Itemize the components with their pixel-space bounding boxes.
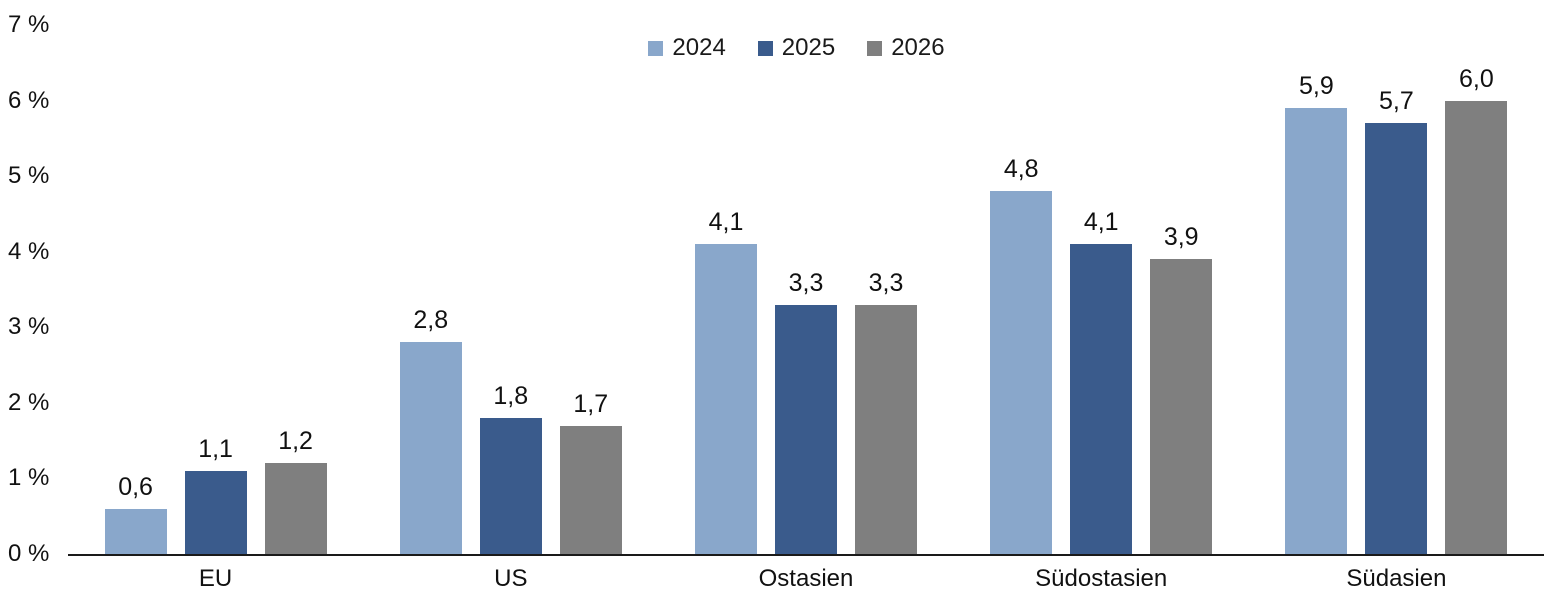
bar-column-2025-us: 1,8	[479, 382, 542, 554]
y-axis-tick-label: 6 %	[8, 86, 50, 114]
bar-group-ostasien: 4,1 3,3 3,3 Ostasien	[658, 25, 953, 591]
bar-column-2026-us: 1,7	[559, 390, 622, 554]
bar-2026-us	[559, 426, 622, 554]
x-axis-category-label: US	[494, 565, 528, 592]
chart-legend: 2024 2025 2026	[18, 36, 1557, 60]
bar-2026-ostasien	[855, 305, 917, 554]
y-axis-tick-label: 5 %	[8, 162, 50, 190]
bar-value-label: 3,3	[788, 269, 824, 297]
legend-label: 2025	[781, 34, 836, 61]
x-axis-category-label: EU	[198, 565, 233, 592]
y-axis-tick-label: 1 %	[8, 464, 50, 492]
bar-column-2026-s-dostasien: 3,9	[1150, 223, 1213, 554]
bar-column-2024-us: 2,8	[399, 306, 462, 554]
bar-column-2025-eu: 1,1	[184, 435, 247, 554]
bar-2025-us	[479, 418, 542, 554]
bar-value-label: 3,9	[1163, 223, 1199, 251]
bar-2026-s-dasien	[1445, 101, 1508, 554]
x-axis-category-label: Südostasien	[1035, 565, 1168, 592]
bar-2026-s-dostasien	[1150, 259, 1213, 554]
legend-swatch-2026	[867, 40, 883, 56]
bar-group-eu: 0,6 1,1 1,2 EU	[68, 25, 363, 591]
plot-area: 0,6 1,1 1,2 EU 2,8 1,8 1,7 US 4,1 3,3 3,3 Ostasien 4…	[68, 25, 1544, 591]
bar-column-2024-s-dasien: 5,9	[1285, 72, 1348, 554]
bar-2024-eu	[104, 509, 167, 554]
bar-2024-us	[399, 342, 462, 554]
y-axis-tick-label: 4 %	[8, 237, 50, 265]
bar-value-label: 1,1	[198, 435, 233, 463]
x-axis-category-label: Südasien	[1346, 565, 1447, 592]
y-axis-tick-label: 0 %	[8, 540, 50, 567]
bar-group-us: 2,8 1,8 1,7 US	[363, 25, 658, 591]
y-axis-tick-label: 7 %	[8, 11, 50, 38]
bar-column-2024-s-dostasien: 4,8	[990, 155, 1053, 554]
bar-column-2025-s-dasien: 5,7	[1365, 87, 1428, 554]
bar-column-2026-eu: 1,2	[264, 427, 327, 554]
bar-2025-s-dasien	[1365, 123, 1428, 554]
bar-value-label: 1,2	[278, 427, 313, 455]
legend-swatch-2024	[648, 40, 664, 56]
legend-swatch-2025	[757, 40, 773, 56]
bar-value-label: 1,7	[573, 390, 609, 418]
bar-value-label: 0,6	[118, 473, 153, 501]
legend-item-2024: 2024	[648, 34, 726, 61]
bar-value-label: 4,8	[1003, 155, 1039, 183]
bar-group-s-dasien: 5,9 5,7 6,0 Südasien	[1249, 25, 1544, 591]
bar-value-label: 4,1	[708, 208, 744, 236]
bar-value-label: 2,8	[413, 306, 449, 334]
bar-group-s-dostasien: 4,8 4,1 3,9 Südostasien	[954, 25, 1249, 591]
bar-2025-ostasien	[775, 305, 837, 554]
bar-2025-eu	[184, 471, 247, 554]
y-axis-tick-label: 2 %	[8, 388, 50, 416]
bar-2026-eu	[264, 463, 327, 554]
bar-column-2025-ostasien: 3,3	[775, 271, 837, 554]
bar-2024-ostasien	[695, 244, 757, 554]
bar-value-label: 4,1	[1083, 208, 1119, 236]
legend-label: 2026	[891, 34, 945, 61]
x-axis-category-label: Ostasien	[758, 565, 854, 592]
bar-column-2024-ostasien: 4,1	[695, 210, 757, 554]
bar-value-label: 6,0	[1459, 65, 1494, 93]
bar-value-label: 5,9	[1299, 72, 1334, 100]
legend-item-2026: 2026	[867, 34, 945, 61]
bar-column-2024-eu: 0,6	[104, 473, 167, 554]
bar-2025-s-dostasien	[1070, 244, 1133, 554]
bar-column-2025-s-dostasien: 4,1	[1070, 208, 1133, 554]
y-axis: 0 % 1 % 2 % 3 % 4 % 5 % 6 % 7 %	[0, 13, 62, 566]
legend-label: 2024	[672, 34, 726, 61]
bar-value-label: 5,7	[1379, 87, 1414, 115]
bar-column-2026-s-dasien: 6,0	[1445, 65, 1508, 554]
bar-2024-s-dostasien	[990, 191, 1053, 554]
bar-value-label: 3,3	[868, 269, 904, 297]
bar-2024-s-dasien	[1285, 108, 1348, 554]
legend-item-2025: 2025	[757, 34, 836, 61]
y-axis-tick-label: 3 %	[8, 313, 50, 341]
bar-column-2026-ostasien: 3,3	[855, 271, 917, 554]
bar-value-label: 1,8	[493, 382, 529, 410]
